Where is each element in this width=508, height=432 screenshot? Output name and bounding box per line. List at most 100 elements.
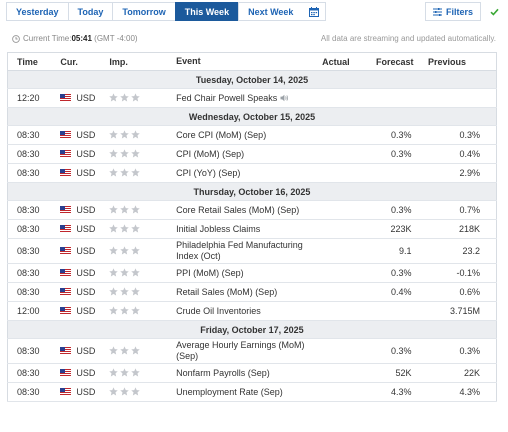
event-row[interactable]: 08:30 USD Average Hourly Earnings (MoM) (S… bbox=[7, 338, 497, 364]
tab-next-week[interactable]: Next Week bbox=[238, 2, 303, 21]
col-forecast[interactable]: Forecast bbox=[355, 52, 416, 71]
star-icon bbox=[120, 148, 130, 160]
event-forecast: 0.3% bbox=[355, 338, 416, 364]
event-row[interactable]: 08:30 USD PPI (MoM) (Sep) 0.3% -0.1% bbox=[7, 263, 497, 283]
event-currency: USD bbox=[76, 246, 96, 256]
event-row[interactable]: 08:30 USD CPI (MoM) (Sep) 0.3% 0.4% bbox=[7, 144, 497, 164]
event-name[interactable]: Fed Chair Powell Speaks bbox=[176, 92, 278, 103]
star-icon bbox=[131, 129, 141, 141]
col-currency[interactable]: Cur. bbox=[56, 52, 106, 71]
event-importance bbox=[105, 163, 173, 183]
calendar-icon bbox=[308, 6, 319, 17]
calendar-picker-button[interactable] bbox=[302, 2, 327, 21]
event-name[interactable]: Average Hourly Earnings (MoM) (Sep) bbox=[176, 340, 305, 361]
event-importance bbox=[105, 282, 173, 302]
event-importance bbox=[105, 125, 173, 145]
star-icon bbox=[120, 223, 130, 235]
event-currency: USD bbox=[76, 268, 96, 278]
us-flag-icon bbox=[60, 224, 72, 234]
event-name[interactable]: CPI (YoY) (Sep) bbox=[176, 167, 241, 178]
date-range-tabs: Yesterday Today Tomorrow This Week Next Week bbox=[6, 2, 327, 21]
event-importance bbox=[105, 382, 173, 402]
event-name-cell[interactable]: Core Retail Sales (MoM) (Sep) bbox=[172, 200, 314, 220]
col-time[interactable]: Time bbox=[7, 52, 57, 71]
event-name[interactable]: Nonfarm Payrolls (Sep) bbox=[176, 367, 270, 378]
tab-today[interactable]: Today bbox=[67, 2, 113, 21]
calendar-body: Tuesday, October 14, 2025 12:20 USD Fed Cha… bbox=[7, 70, 497, 402]
col-event[interactable]: Event bbox=[172, 52, 314, 71]
col-importance[interactable]: Imp. bbox=[105, 52, 173, 71]
event-currency-cell: USD bbox=[56, 163, 106, 183]
col-previous[interactable]: Previous bbox=[415, 52, 497, 71]
event-previous: 0.7% bbox=[415, 200, 497, 220]
star-icon bbox=[120, 367, 130, 379]
event-name-cell[interactable]: Core CPI (MoM) (Sep) bbox=[172, 125, 314, 145]
event-row[interactable]: 08:30 USD Initial Jobless Claims 223K 218K bbox=[7, 219, 497, 239]
event-name[interactable]: Core Retail Sales (MoM) (Sep) bbox=[176, 204, 300, 215]
event-currency-cell: USD bbox=[56, 125, 106, 145]
event-currency-cell: USD bbox=[56, 338, 106, 364]
event-name-cell[interactable]: Fed Chair Powell Speaks bbox=[172, 88, 314, 108]
event-name-cell[interactable]: Crude Oil Inventories bbox=[172, 301, 314, 321]
event-time: 08:30 bbox=[7, 200, 57, 220]
event-importance bbox=[105, 263, 173, 283]
event-name[interactable]: Crude Oil Inventories bbox=[176, 305, 261, 316]
event-name[interactable]: Unemployment Rate (Sep) bbox=[176, 386, 283, 397]
timezone: (GMT -4:00) bbox=[94, 34, 138, 43]
economic-calendar-table: Time Cur. Imp. Event Actual Forecast Pre… bbox=[7, 52, 497, 402]
tab-this-week[interactable]: This Week bbox=[174, 2, 239, 21]
tab-tomorrow[interactable]: Tomorrow bbox=[112, 2, 175, 21]
tab-yesterday[interactable]: Yesterday bbox=[6, 2, 68, 21]
event-forecast: 223K bbox=[355, 219, 416, 239]
event-previous: 218K bbox=[415, 219, 497, 239]
event-row[interactable]: 12:00 USD Crude Oil Inventories 3.715M bbox=[7, 301, 497, 321]
star-icon bbox=[109, 129, 119, 141]
event-name-cell[interactable]: Nonfarm Payrolls (Sep) bbox=[172, 363, 314, 383]
day-header-row: Wednesday, October 15, 2025 bbox=[7, 107, 497, 126]
event-name-cell[interactable]: CPI (MoM) (Sep) bbox=[172, 144, 314, 164]
star-icon bbox=[109, 204, 119, 216]
filters-button[interactable]: Filters bbox=[425, 2, 481, 21]
event-name-cell[interactable]: Initial Jobless Claims bbox=[172, 219, 314, 239]
event-name-cell[interactable]: Retail Sales (MoM) (Sep) bbox=[172, 282, 314, 302]
event-row[interactable]: 08:30 USD Unemployment Rate (Sep) 4.3% 4.3% bbox=[7, 382, 497, 402]
event-row[interactable]: 08:30 USD Core CPI (MoM) (Sep) 0.3% 0.3% bbox=[7, 125, 497, 145]
star-icon bbox=[109, 386, 119, 398]
star-icon bbox=[109, 167, 119, 179]
col-actual[interactable]: Actual bbox=[313, 52, 356, 71]
us-flag-icon bbox=[60, 387, 72, 397]
event-name-cell[interactable]: Average Hourly Earnings (MoM) (Sep) bbox=[172, 338, 314, 364]
time-info-bar: Current Time:05:41 (GMT -4:00) All data … bbox=[12, 34, 496, 46]
event-forecast: 9.1 bbox=[355, 238, 416, 264]
event-name[interactable]: CPI (MoM) (Sep) bbox=[176, 148, 245, 159]
event-previous: 23.2 bbox=[415, 238, 497, 264]
event-name[interactable]: Initial Jobless Claims bbox=[176, 223, 261, 234]
event-name[interactable]: Philadelphia Fed Manufacturing Index (Oc… bbox=[176, 240, 303, 261]
event-actual bbox=[313, 200, 356, 220]
event-row[interactable]: 12:20 USD Fed Chair Powell Speaks bbox=[7, 88, 497, 108]
event-name-cell[interactable]: Philadelphia Fed Manufacturing Index (Oc… bbox=[172, 238, 314, 264]
event-currency-cell: USD bbox=[56, 301, 106, 321]
us-flag-icon bbox=[60, 287, 72, 297]
event-currency-cell: USD bbox=[56, 238, 106, 264]
event-row[interactable]: 08:30 USD Philadelphia Fed Manufacturing I… bbox=[7, 238, 497, 264]
event-name[interactable]: PPI (MoM) (Sep) bbox=[176, 267, 244, 278]
event-time: 12:20 bbox=[7, 88, 57, 108]
event-row[interactable]: 08:30 USD Core Retail Sales (MoM) (Sep) 0.3… bbox=[7, 200, 497, 220]
event-name-cell[interactable]: Unemployment Rate (Sep) bbox=[172, 382, 314, 402]
event-row[interactable]: 08:30 USD CPI (YoY) (Sep) 2.9% bbox=[7, 163, 497, 183]
event-name[interactable]: Retail Sales (MoM) (Sep) bbox=[176, 286, 278, 297]
event-time: 08:30 bbox=[7, 263, 57, 283]
event-name[interactable]: Core CPI (MoM) (Sep) bbox=[176, 129, 267, 140]
event-importance bbox=[105, 301, 173, 321]
us-flag-icon bbox=[60, 149, 72, 159]
event-name-cell[interactable]: PPI (MoM) (Sep) bbox=[172, 263, 314, 283]
star-icon bbox=[120, 305, 130, 317]
event-forecast: 0.3% bbox=[355, 263, 416, 283]
event-time: 08:30 bbox=[7, 144, 57, 164]
filters-label: Filters bbox=[445, 6, 473, 17]
us-flag-icon bbox=[60, 306, 72, 316]
event-row[interactable]: 08:30 USD Nonfarm Payrolls (Sep) 52K 22K bbox=[7, 363, 497, 383]
event-name-cell[interactable]: CPI (YoY) (Sep) bbox=[172, 163, 314, 183]
event-row[interactable]: 08:30 USD Retail Sales (MoM) (Sep) 0.4% 0.6% bbox=[7, 282, 497, 302]
